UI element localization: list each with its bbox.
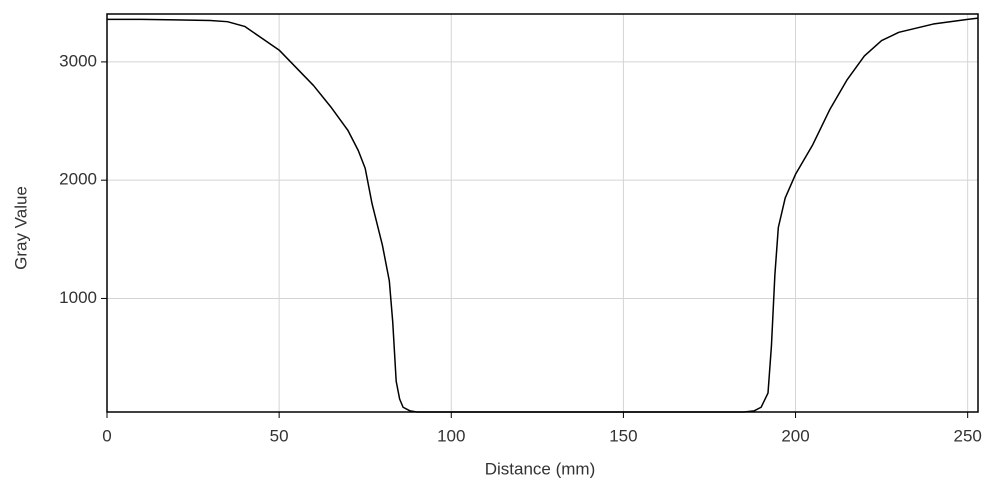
x-tick-label: 250 — [953, 426, 981, 445]
y-tick-label: 2000 — [59, 170, 97, 189]
x-tick-label: 0 — [102, 426, 111, 445]
x-tick-label: 100 — [437, 426, 465, 445]
x-axis-label: Distance (mm) — [485, 459, 596, 478]
plot-area — [107, 14, 978, 412]
x-tick-label: 50 — [270, 426, 289, 445]
y-axis-label: Gray Value — [11, 186, 30, 270]
data-line — [107, 17, 979, 413]
y-tick-label: 1000 — [59, 288, 97, 307]
x-tick-label: 200 — [781, 426, 809, 445]
x-tick-label: 150 — [609, 426, 637, 445]
y-tick-label: 3000 — [59, 51, 97, 70]
